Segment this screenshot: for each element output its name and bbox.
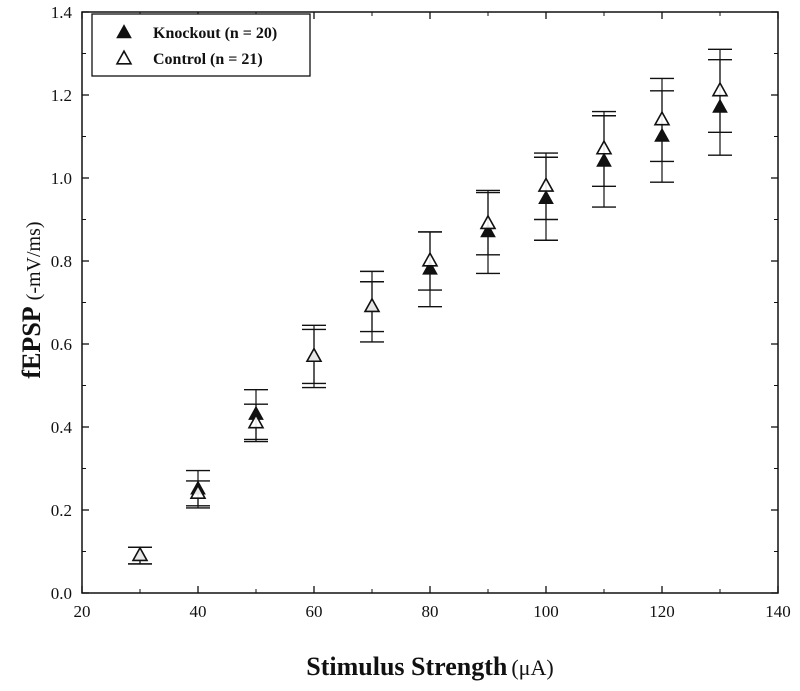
- legend-knockout-label: Knockout (n = 20): [153, 25, 277, 42]
- control-point: [595, 139, 613, 155]
- knockout-point: [596, 152, 612, 167]
- y-tick-label: 0.6: [51, 335, 72, 354]
- knockout-point: [538, 189, 554, 205]
- error-bars: [128, 48, 732, 565]
- control-point: [537, 176, 555, 192]
- x-axis-title-unit: (μA): [511, 655, 553, 680]
- control-point: [247, 413, 265, 429]
- knockout-point: [712, 98, 728, 113]
- knockout-point: [422, 260, 438, 275]
- y-tick-label: 0.0: [51, 584, 72, 603]
- knockout-point: [480, 223, 496, 238]
- legend: Knockout (n = 20) Control (n = 21): [91, 13, 311, 77]
- control-point: [189, 483, 207, 499]
- x-tick-label: 40: [190, 602, 207, 621]
- y-tick-label: 1.0: [51, 169, 72, 188]
- x-tick-label: 20: [74, 602, 91, 621]
- x-axis-title-main: Stimulus Strength: [306, 652, 508, 681]
- y-axis-title: fEPSP (-mV/ms): [17, 221, 46, 378]
- legend-box: [91, 13, 311, 77]
- legend-control-marker: [115, 49, 133, 65]
- y-axis: 0.0 0.2 0.4 0.6 0.8 1.0 1.2 1.4: [51, 3, 778, 603]
- control-point: [421, 251, 439, 267]
- data-markers: [131, 81, 729, 562]
- y-tick-label: 0.4: [51, 418, 73, 437]
- control-point: [363, 297, 381, 313]
- legend-control-label: Control (n = 21): [153, 51, 263, 68]
- x-tick-label: 60: [306, 602, 323, 621]
- knockout-point: [654, 127, 670, 142]
- y-axis-title-main: fEPSP: [17, 306, 46, 378]
- y-tick-label: 0.2: [51, 501, 72, 520]
- y-tick-label: 1.4: [51, 3, 73, 22]
- control-point: [711, 81, 729, 97]
- y-tick-label: 0.8: [51, 252, 72, 271]
- y-axis-title-unit: (-mV/ms): [23, 221, 45, 300]
- legend-knockout-marker: [116, 24, 132, 39]
- control-point: [479, 214, 497, 230]
- x-tick-label: 80: [422, 602, 439, 621]
- x-tick-label: 100: [533, 602, 559, 621]
- x-tick-label: 120: [649, 602, 675, 621]
- y-tick-label: 1.2: [51, 86, 72, 105]
- control-point: [131, 546, 149, 562]
- x-axis-title: Stimulus Strength (μA): [306, 652, 553, 681]
- control-point: [653, 110, 671, 126]
- control-point: [305, 346, 323, 363]
- x-tick-label: 140: [765, 602, 791, 621]
- x-axis: 20 40 60 80 100 120 140: [74, 12, 791, 621]
